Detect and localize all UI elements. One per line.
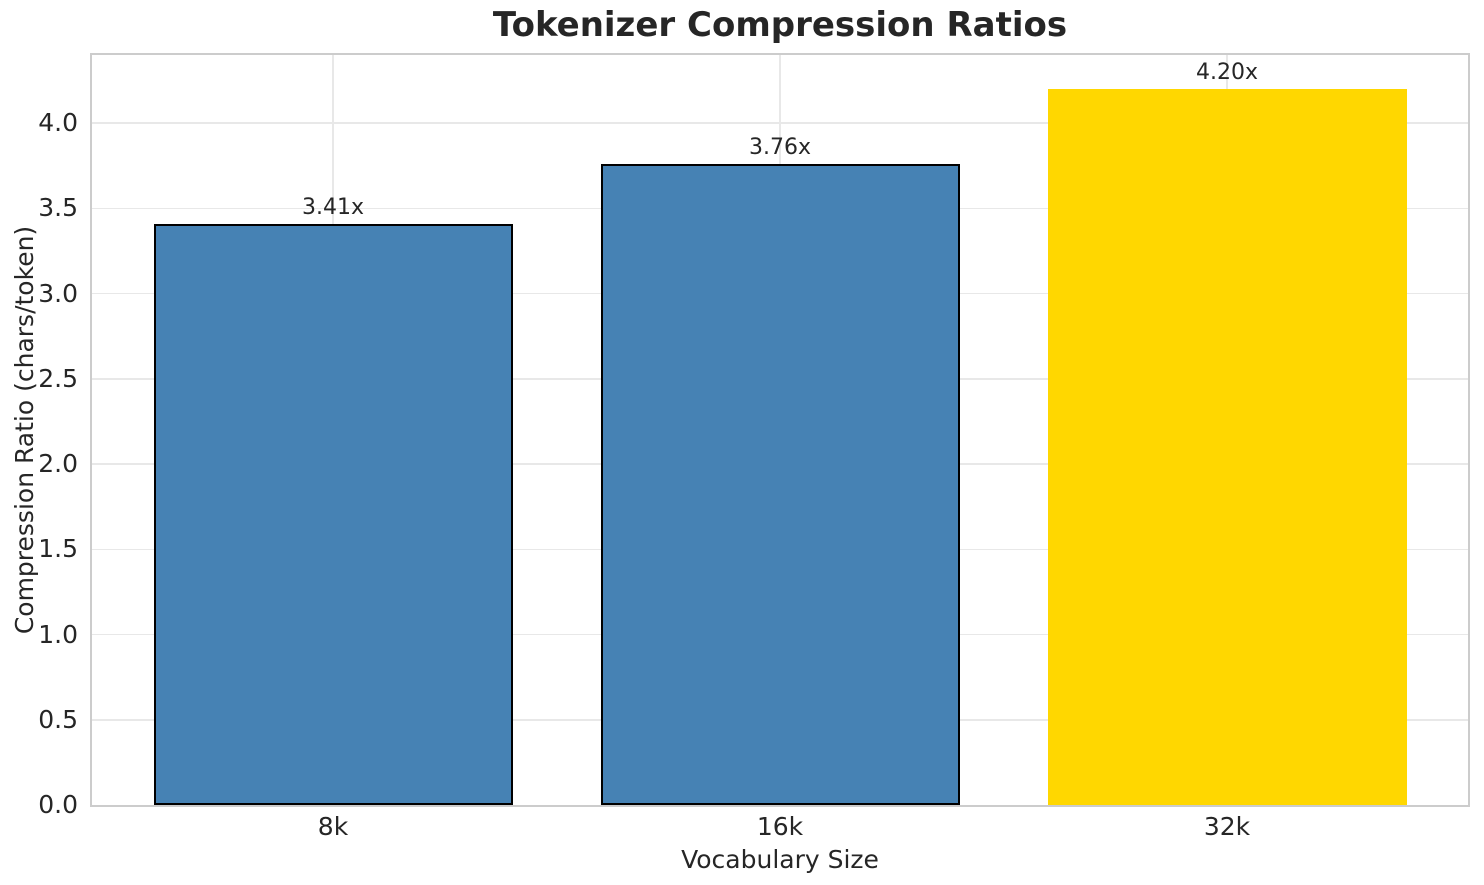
bar-value-label-8k: 3.41x — [301, 194, 364, 220]
y-tick-2.5: 2.5 — [38, 363, 78, 393]
y-tick-1.0: 1.0 — [38, 619, 78, 649]
y-tick-3.0: 3.0 — [38, 278, 78, 308]
x-tick-16k: 16k — [756, 812, 804, 841]
y-tick-0.5: 0.5 — [38, 704, 78, 734]
bar-value-label-16k: 3.76x — [748, 135, 811, 161]
x-axis-label: Vocabulary Size — [681, 845, 879, 874]
y-tick-3.5: 3.5 — [38, 193, 78, 223]
x-tick-32k: 32k — [1203, 812, 1251, 841]
chart-title: Tokenizer Compression Ratios — [492, 5, 1068, 45]
y-tick-0.0: 0.0 — [38, 790, 78, 819]
bar-32k — [1047, 89, 1407, 805]
bar-value-label-32k: 4.20x — [1195, 60, 1258, 86]
bar-8k — [153, 223, 513, 805]
x-tick-8k: 8k — [317, 812, 349, 841]
bar-16k — [600, 164, 960, 805]
y-tick-1.5: 1.5 — [38, 534, 78, 564]
y-tick-2.0: 2.0 — [38, 449, 78, 479]
plot-area: 3.41x 3.76x 4.20x — [90, 53, 1470, 807]
y-tick-4.0: 4.0 — [38, 108, 78, 138]
